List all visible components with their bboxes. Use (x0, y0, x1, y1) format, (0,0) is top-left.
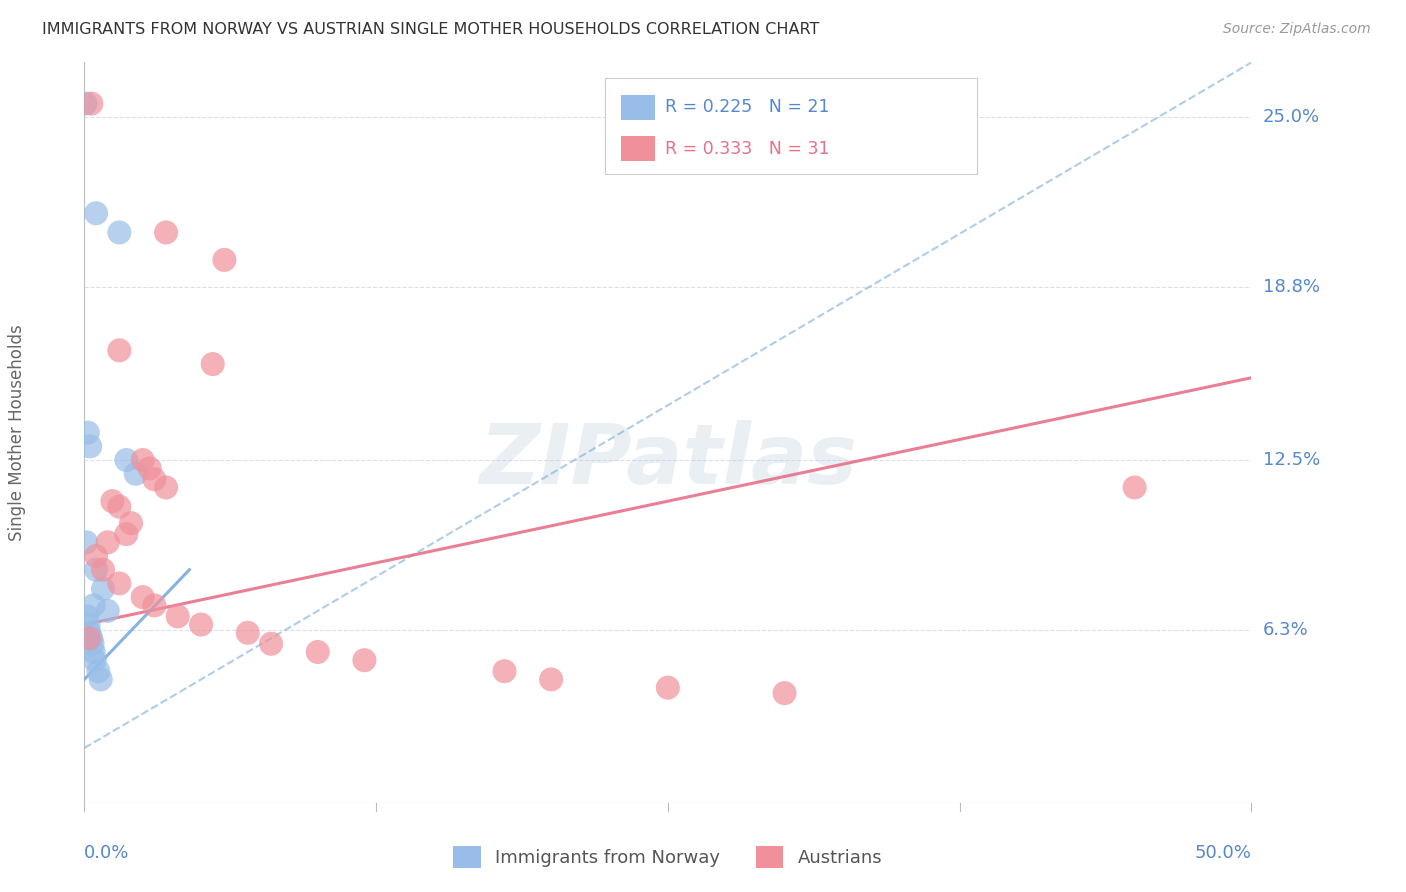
Point (143, 472, 166, 486)
Point (190, 617, 212, 632)
Point (214, 252, 236, 267)
Text: Source: ZipAtlas.com: Source: ZipAtlas.com (1223, 22, 1371, 37)
Point (353, 653, 375, 667)
Point (87, 664, 110, 678)
Text: R = 0.333   N = 31: R = 0.333 N = 31 (665, 140, 830, 158)
Point (75, 535, 97, 549)
Text: 50.0%: 50.0% (1195, 844, 1251, 862)
Point (115, 527, 138, 541)
Text: ZIPatlas: ZIPatlas (479, 419, 856, 500)
Point (76, 425, 98, 440)
Point (307, 645, 329, 659)
Point (84, 206, 107, 220)
Point (138, 461, 160, 475)
Point (80, 96, 103, 111)
Point (77, 617, 100, 632)
Point (91, 582, 114, 596)
Point (494, 664, 516, 678)
Point (540, 673, 562, 687)
Point (75, 96, 97, 111)
Point (108, 576, 131, 591)
Point (83, 653, 105, 667)
Text: 0.0%: 0.0% (84, 844, 129, 862)
Text: 12.5%: 12.5% (1263, 451, 1320, 469)
Point (108, 343, 131, 358)
Point (260, 637, 283, 651)
Point (79, 625, 101, 640)
Text: R = 0.225   N = 21: R = 0.225 N = 21 (665, 98, 830, 116)
Point (132, 590, 155, 604)
Point (76, 609, 98, 624)
Point (84, 563, 107, 577)
Point (143, 599, 166, 613)
Point (125, 467, 148, 481)
Text: 18.8%: 18.8% (1263, 278, 1320, 296)
Point (84, 549, 107, 563)
Point (132, 453, 155, 467)
Point (77, 632, 100, 646)
Point (108, 500, 131, 514)
Point (91, 563, 114, 577)
Point (1123, 480, 1146, 494)
Text: IMMIGRANTS FROM NORWAY VS AUSTRIAN SINGLE MOTHER HOUSEHOLDS CORRELATION CHART: IMMIGRANTS FROM NORWAY VS AUSTRIAN SINGL… (42, 22, 820, 37)
Point (773, 686, 796, 700)
Point (83, 599, 105, 613)
Point (90, 673, 112, 687)
Point (115, 453, 138, 467)
Point (236, 625, 259, 640)
Point (97, 604, 120, 618)
Point (155, 480, 177, 494)
Text: Single Mother Households: Single Mother Households (8, 325, 25, 541)
Point (82, 637, 104, 651)
Legend: Immigrants from Norway, Austrians: Immigrants from Norway, Austrians (446, 838, 890, 875)
Point (657, 681, 679, 695)
Text: 6.3%: 6.3% (1263, 621, 1309, 639)
Point (166, 609, 188, 624)
Point (97, 535, 120, 549)
Point (120, 516, 142, 530)
Text: 25.0%: 25.0% (1263, 108, 1320, 127)
Point (80, 632, 103, 646)
Point (155, 226, 177, 240)
Point (83, 645, 105, 659)
Point (101, 494, 124, 508)
Point (201, 357, 224, 371)
Point (79, 439, 101, 453)
Point (108, 226, 131, 240)
